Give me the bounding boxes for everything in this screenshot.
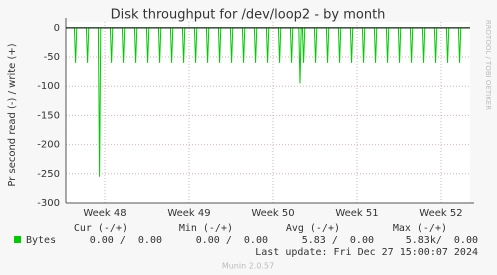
legend-cell: 0.00 / 0.00 [90,235,162,246]
legend-cell: 5.83k/ 0.00 [406,235,478,246]
x-tick-label: Week 50 [251,208,294,219]
footer: Munin 2.0.57 [222,262,274,271]
legend-swatch [14,236,21,243]
legend-name: Bytes [26,235,56,246]
y-axis-label: Pr second read (-) / write (+) [7,43,18,186]
legend-cell: 5.83 / 0.00 [302,235,374,246]
y-tick-label: -150 [37,110,60,121]
legend-header: Cur (-/+) [74,223,128,234]
y-tick-label: -100 [37,81,60,92]
y-tick-label: 0 [54,23,60,34]
legend-header: Avg (-/+) [286,223,340,234]
legend-header: Max (-/+) [393,223,447,234]
x-tick-label: Week 49 [167,208,210,219]
y-tick-label: -300 [37,198,60,209]
legend-cell: 0.00 / 0.00 [196,235,268,246]
chart-title: Disk throughput for /dev/loop2 - by mont… [111,8,386,23]
x-tick-label: Week 48 [83,208,126,219]
y-tick-label: -250 [37,169,60,180]
y-tick-label: -200 [37,140,60,151]
legend-header: Min (-/+) [179,223,233,234]
side-label: RRDTOOL / TOBI OETIKER [484,20,492,110]
x-tick-label: Week 51 [335,208,378,219]
y-tick-label: -50 [44,52,60,63]
x-tick-label: Week 52 [419,208,462,219]
last-update: Last update: Fri Dec 27 15:00:07 2024 [255,247,478,258]
